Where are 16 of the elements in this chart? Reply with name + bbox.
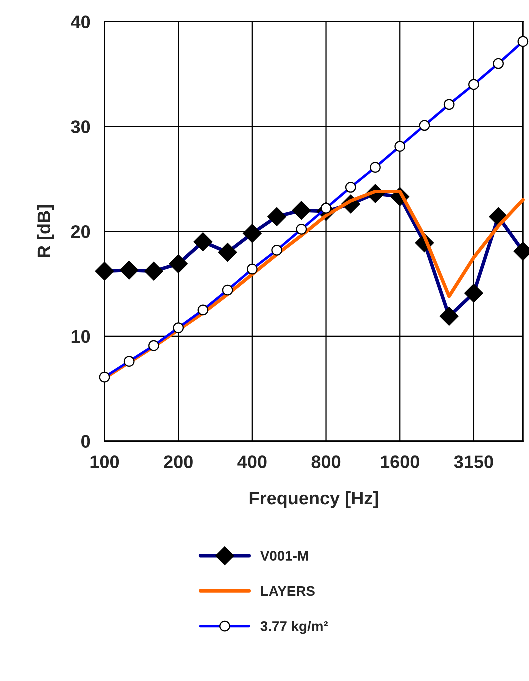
x-tick-label: 400 [238,456,267,468]
y-tick-label: 20 [71,225,90,238]
y-tick-label: 30 [71,120,90,134]
x-tick-label: 100 [90,456,120,468]
y-tick-label: 0 [82,435,90,448]
x-tick-label: 200 [164,456,193,468]
legend-label: V001-M [260,551,308,561]
legend-label: LAYERS [261,586,315,596]
y-axis-title: R [dB] [37,205,54,258]
y-tick-label: 10 [72,330,90,344]
legend-label: 3.77 kg/m² [260,621,328,634]
x-tick-label: 1600 [381,456,420,468]
x-axis-title: Frequency [Hz] [250,491,378,508]
x-tick-label: 3150 [454,456,494,468]
x-tick-label: 800 [312,456,341,468]
y-tick-label: 40 [71,16,90,29]
